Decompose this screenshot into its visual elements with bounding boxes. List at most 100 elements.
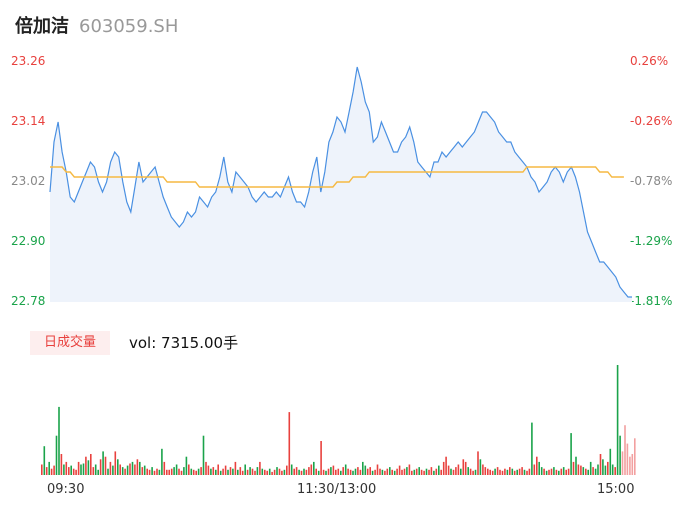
volume-bar — [286, 465, 288, 475]
volume-bar — [472, 470, 474, 475]
volume-bar — [450, 468, 452, 475]
volume-bar — [330, 467, 332, 475]
volume-bar — [180, 470, 183, 475]
volume-bar — [354, 468, 357, 475]
volume-bar — [599, 454, 602, 475]
volume-bar — [499, 469, 501, 475]
volume-bar — [415, 468, 418, 475]
volume-bar — [163, 461, 166, 475]
volume-bar — [587, 469, 589, 475]
volume-bar — [43, 446, 46, 475]
volume-bar — [151, 467, 153, 475]
volume-bar — [545, 470, 548, 475]
volume-bar — [357, 467, 359, 475]
volume-bar — [141, 467, 144, 475]
volume-bar — [482, 464, 484, 475]
volume-plot — [41, 365, 636, 475]
volume-bar — [452, 469, 455, 475]
volume-bar — [457, 464, 460, 475]
volume-bar — [428, 469, 430, 475]
volume-bar — [310, 464, 313, 475]
volume-bar — [371, 470, 374, 475]
percent-tick-label: -0.26% — [630, 114, 673, 128]
volume-bar — [322, 469, 325, 475]
volume-bar — [555, 469, 558, 475]
volume-bar — [266, 470, 268, 475]
volume-bar — [276, 467, 278, 475]
volume-bar — [271, 471, 273, 475]
volume-bar — [364, 465, 367, 475]
volume-bar — [332, 465, 335, 475]
volume-bar — [455, 467, 457, 475]
volume-bar — [273, 469, 276, 475]
volume-bar — [161, 448, 163, 475]
volume-bar — [295, 467, 298, 475]
volume-bar — [337, 468, 340, 475]
volume-bar — [153, 470, 156, 475]
volume-bar — [572, 461, 575, 475]
volume-bar — [212, 467, 215, 475]
volume-bar — [317, 470, 320, 475]
volume-bar — [234, 461, 237, 475]
volume-bar — [518, 468, 521, 475]
volume-bar — [68, 467, 70, 475]
volume-bar — [516, 469, 518, 475]
volume-bar — [200, 467, 202, 475]
volume-bar — [156, 468, 158, 475]
volume-bar — [109, 461, 112, 475]
volume-bar — [396, 468, 398, 475]
volume-bar — [626, 443, 629, 475]
percent-tick-label: 0.26% — [630, 54, 669, 68]
volume-bar — [97, 469, 99, 475]
volume-bar — [504, 468, 506, 475]
volume-bar — [366, 468, 369, 475]
volume-bar — [308, 467, 310, 475]
volume-bar — [188, 464, 190, 475]
volume-bar — [487, 468, 489, 475]
volume-bar — [548, 469, 550, 475]
volume-bar — [112, 465, 114, 475]
volume-bar — [202, 435, 205, 475]
volume-bar — [136, 459, 139, 475]
volume-bar — [251, 468, 254, 475]
volume-bar — [94, 464, 97, 475]
volume-bar — [629, 456, 631, 475]
volume-bar — [406, 467, 408, 475]
volume-bar — [496, 467, 499, 475]
volume-bar — [183, 467, 185, 475]
volume-bar — [401, 469, 403, 475]
volume-bar — [567, 468, 570, 475]
volume-bar — [290, 464, 293, 475]
volume-bar — [293, 468, 295, 475]
volume-bar — [589, 461, 592, 475]
volume-bar — [65, 461, 68, 475]
volume-bar — [215, 469, 217, 475]
volume-bar — [506, 469, 509, 475]
volume-bar — [229, 467, 232, 475]
volume-bar — [611, 464, 614, 475]
volume-bar — [558, 470, 560, 475]
volume-bar — [420, 469, 423, 475]
volume-bar — [315, 468, 317, 475]
volume-bar — [462, 459, 465, 475]
volume-bar — [63, 464, 65, 475]
price-tick-label: 22.90 — [11, 234, 46, 248]
volume-bar — [104, 456, 107, 475]
volume-bar — [509, 467, 511, 475]
price-tick-label: 23.14 — [11, 114, 46, 128]
volume-bar — [300, 470, 303, 475]
price-tick-label: 23.02 — [11, 174, 46, 188]
volume-bar — [126, 465, 129, 475]
volume-bar — [553, 467, 555, 475]
volume-bar — [469, 468, 472, 475]
volume-bar — [408, 464, 411, 475]
volume-bar — [467, 467, 469, 475]
volume-bar — [246, 469, 249, 475]
volume-tab[interactable]: 日成交量 — [30, 331, 110, 355]
volume-bar — [197, 468, 200, 475]
volume-bar — [435, 468, 438, 475]
volume-bar — [594, 468, 597, 475]
volume-bar — [491, 470, 494, 475]
volume-bar — [550, 468, 553, 475]
volume-bar — [619, 435, 621, 475]
